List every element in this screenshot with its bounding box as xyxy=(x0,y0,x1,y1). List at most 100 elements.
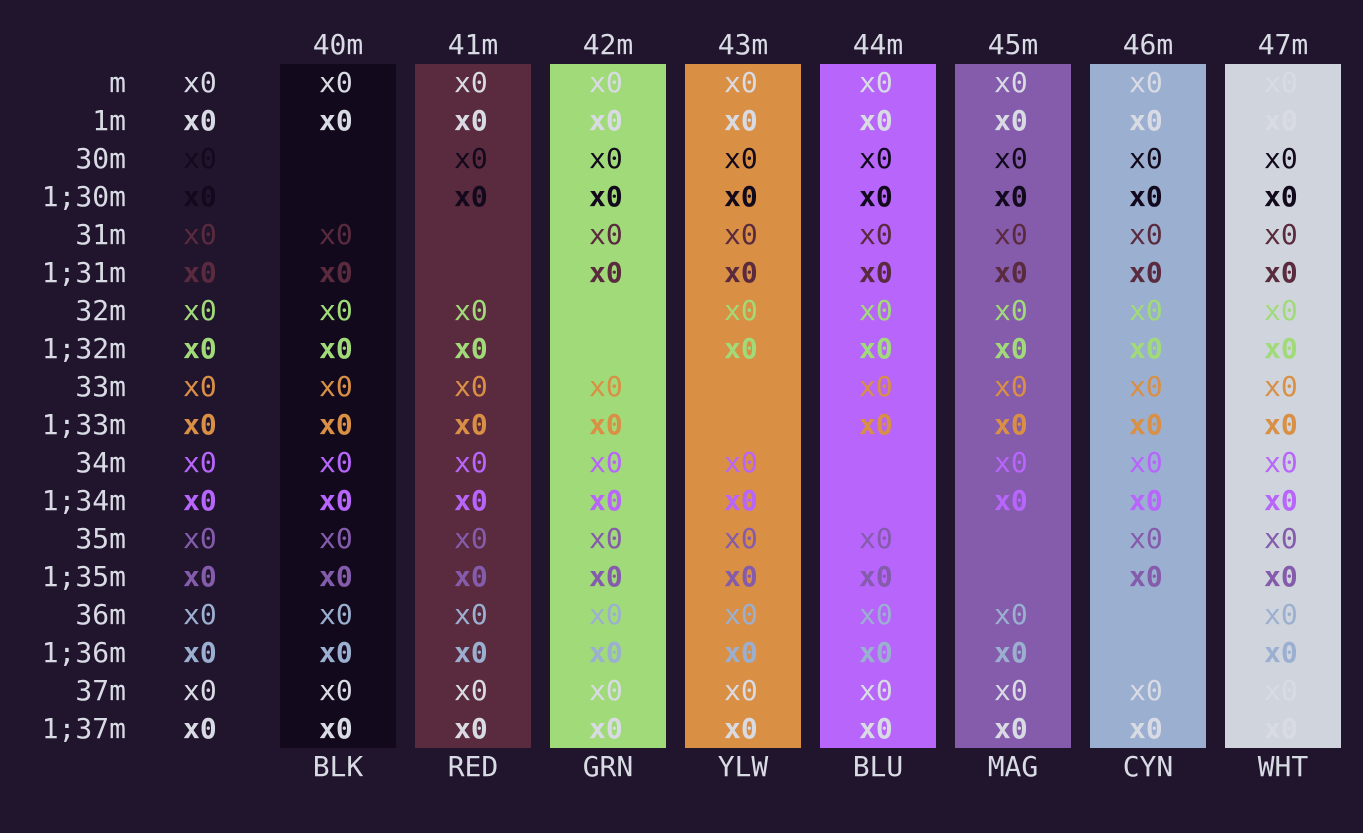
sample-on-yellow: x0 xyxy=(724,294,758,327)
sample-on-red: x0 xyxy=(454,180,488,213)
sample-on-yellow: x0 xyxy=(724,484,758,517)
sample-on-green: x0 xyxy=(589,598,623,631)
sample-on-cyan: x0 xyxy=(1129,560,1163,593)
sample-on-cyan: x0 xyxy=(1129,522,1163,555)
sample-on-red: x0 xyxy=(454,104,488,137)
sample-on-white: x0 xyxy=(1264,636,1298,669)
sample-on-blue: x0 xyxy=(859,104,893,137)
sample-on-yellow: x0 xyxy=(724,370,758,403)
sample-default-bg: x0 xyxy=(183,218,217,251)
sample-default-bg: x0 xyxy=(183,484,217,517)
sample-on-white: x0 xyxy=(1264,446,1298,479)
sample-on-green: x0 xyxy=(589,446,623,479)
row-label: 37m xyxy=(75,674,126,707)
row-label: 1;36m xyxy=(41,636,126,669)
sample-on-cyan: x0 xyxy=(1129,104,1163,137)
sample-on-magenta: x0 xyxy=(994,484,1028,517)
sample-on-magenta: x0 xyxy=(994,674,1028,707)
sample-on-green: x0 xyxy=(589,218,623,251)
row-label: 1;37m xyxy=(41,712,126,745)
sample-on-green: x0 xyxy=(589,180,623,213)
sample-on-cyan: x0 xyxy=(1129,142,1163,175)
row-label: 1;31m xyxy=(41,256,126,289)
sample-on-cyan: x0 xyxy=(1129,446,1163,479)
sample-default-bg: x0 xyxy=(183,598,217,631)
sample-default-bg: x0 xyxy=(183,370,217,403)
sample-on-magenta: x0 xyxy=(994,104,1028,137)
column-footer: BLK xyxy=(312,750,364,783)
sample-on-black: x0 xyxy=(319,142,353,175)
row-label: 1;32m xyxy=(41,332,126,365)
sample-on-white: x0 xyxy=(1264,484,1298,517)
sample-on-red: x0 xyxy=(454,712,488,745)
row-label: 33m xyxy=(75,370,126,403)
sample-on-green: x0 xyxy=(589,66,623,99)
sample-on-yellow: x0 xyxy=(724,180,758,213)
sample-on-green: x0 xyxy=(589,408,623,441)
column-header: 42m xyxy=(582,28,634,61)
sample-on-red: x0 xyxy=(454,674,488,707)
sample-default-bg: x0 xyxy=(183,294,217,327)
sample-on-white: x0 xyxy=(1264,256,1298,289)
background-swatch-red xyxy=(415,64,531,748)
sample-on-blue: x0 xyxy=(859,522,893,555)
sample-on-red: x0 xyxy=(454,370,488,403)
sample-default-bg: x0 xyxy=(183,522,217,555)
sample-on-white: x0 xyxy=(1264,522,1298,555)
sample-on-red: x0 xyxy=(454,484,488,517)
background-swatch-black xyxy=(280,64,396,748)
sample-on-black: x0 xyxy=(319,66,353,99)
sample-on-yellow: x0 xyxy=(724,332,758,365)
row-label: 1;34m xyxy=(41,484,126,517)
sample-on-green: x0 xyxy=(589,104,623,137)
sample-on-magenta: x0 xyxy=(994,180,1028,213)
column-header: 43m xyxy=(717,28,769,61)
sample-on-black: x0 xyxy=(319,522,353,555)
column-header: 47m xyxy=(1257,28,1309,61)
sample-default-bg: x0 xyxy=(183,712,217,745)
sample-on-yellow: x0 xyxy=(724,66,758,99)
sample-on-blue: x0 xyxy=(859,332,893,365)
sample-on-yellow: x0 xyxy=(724,598,758,631)
row-label: m xyxy=(109,66,126,99)
sample-on-green: x0 xyxy=(589,674,623,707)
sample-on-red: x0 xyxy=(454,408,488,441)
sample-on-yellow: x0 xyxy=(724,446,758,479)
sample-on-red: x0 xyxy=(454,142,488,175)
sample-on-red: x0 xyxy=(454,446,488,479)
sample-on-blue: x0 xyxy=(859,180,893,213)
sample-on-green: x0 xyxy=(589,294,623,327)
row-label: 32m xyxy=(75,294,126,327)
row-label: 1;35m xyxy=(41,560,126,593)
sample-on-green: x0 xyxy=(589,370,623,403)
column-header: 45m xyxy=(987,28,1039,61)
sample-on-green: x0 xyxy=(589,560,623,593)
sample-on-black: x0 xyxy=(319,598,353,631)
sample-on-cyan: x0 xyxy=(1129,712,1163,745)
sample-on-blue: x0 xyxy=(859,598,893,631)
sample-default-bg: x0 xyxy=(183,560,217,593)
background-swatch-cyan xyxy=(1090,64,1206,748)
sample-on-black: x0 xyxy=(319,674,353,707)
column-footer: BLU xyxy=(852,750,904,783)
sample-on-yellow: x0 xyxy=(724,142,758,175)
column-footer: GRN xyxy=(582,750,634,783)
sample-on-cyan: x0 xyxy=(1129,370,1163,403)
sample-on-green: x0 xyxy=(589,712,623,745)
sample-on-black: x0 xyxy=(319,408,353,441)
column-footer: MAG xyxy=(987,750,1039,783)
sample-on-blue: x0 xyxy=(859,408,893,441)
sample-on-black: x0 xyxy=(319,180,353,213)
sample-on-blue: x0 xyxy=(859,218,893,251)
sample-on-cyan: x0 xyxy=(1129,332,1163,365)
sample-on-red: x0 xyxy=(454,522,488,555)
sample-on-green: x0 xyxy=(589,636,623,669)
sample-on-black: x0 xyxy=(319,104,353,137)
sample-on-red: x0 xyxy=(454,636,488,669)
background-swatch-magenta xyxy=(955,64,1071,748)
sample-on-magenta: x0 xyxy=(994,66,1028,99)
sample-default-bg: x0 xyxy=(183,180,217,213)
sample-on-cyan: x0 xyxy=(1129,218,1163,251)
sample-on-cyan: x0 xyxy=(1129,598,1163,631)
